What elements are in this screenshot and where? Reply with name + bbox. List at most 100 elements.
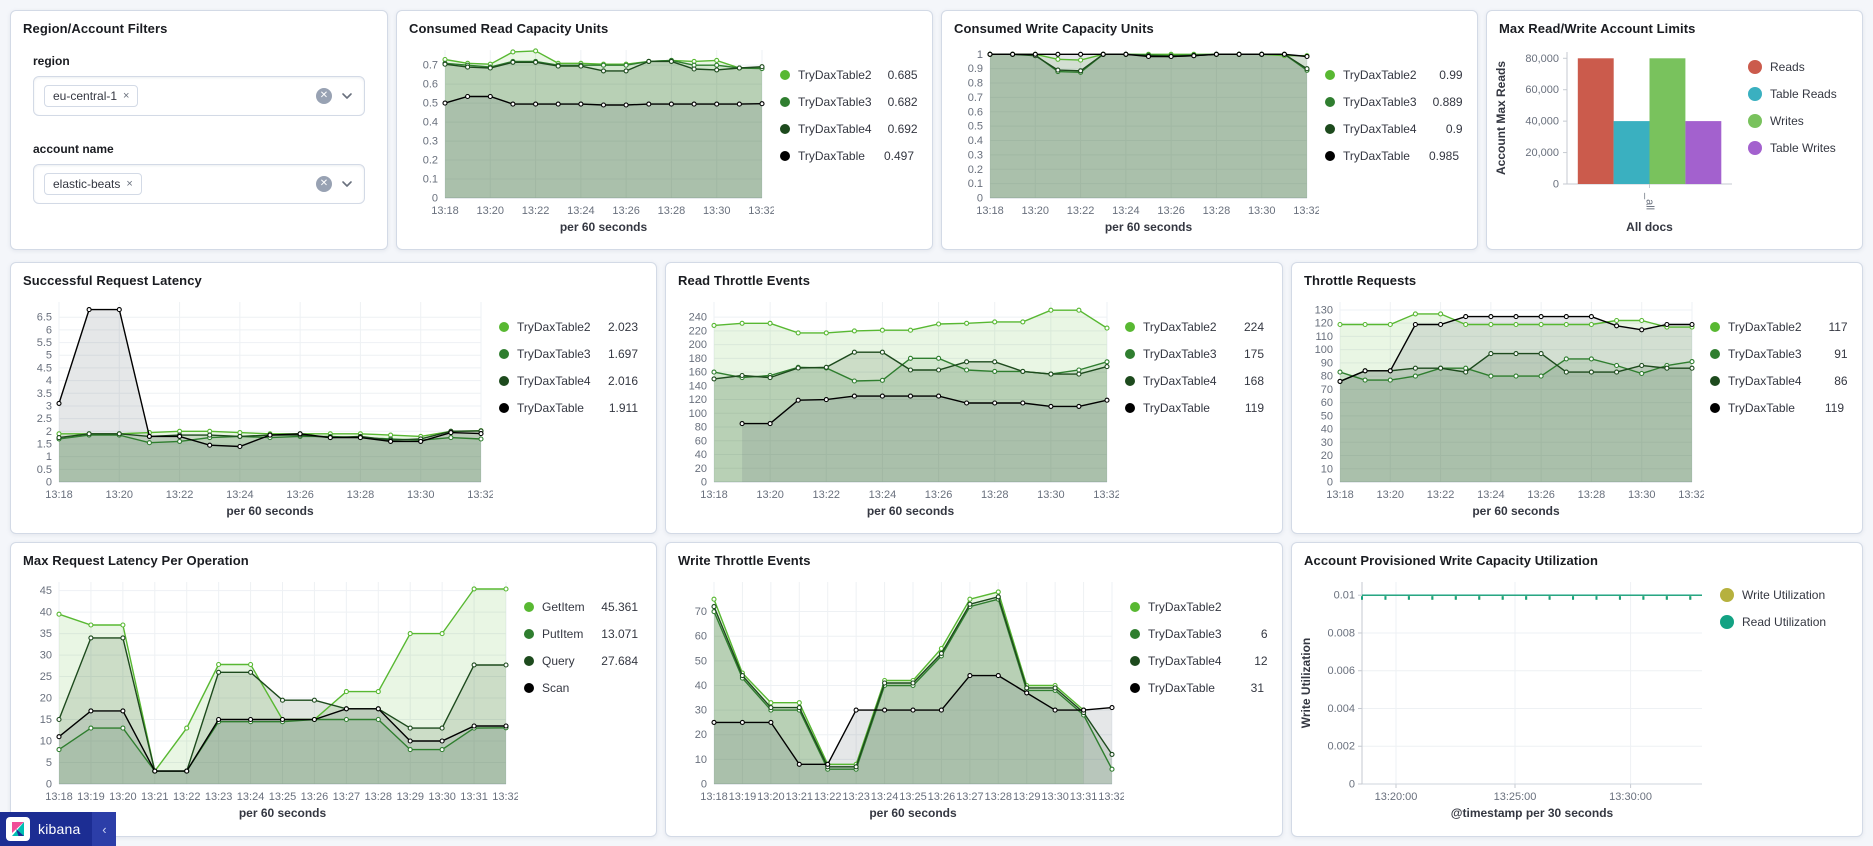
legend-item[interactable]: TryDaxTable 119 bbox=[1710, 401, 1844, 415]
legend-item[interactable]: Reads bbox=[1748, 60, 1844, 74]
legend-series-value: 2.016 bbox=[607, 374, 638, 388]
legend-item[interactable]: TryDaxTable 119 bbox=[1125, 401, 1264, 415]
legend-series-label: TryDaxTable bbox=[1728, 401, 1795, 415]
write-capacity-utilization-chart[interactable]: 0 0.002 0.004 0.006 0.008 0.01 13:20:00 13:25:0… bbox=[1296, 570, 1714, 822]
chip-remove-icon[interactable]: × bbox=[123, 90, 130, 102]
legend-item[interactable]: TryDaxTable2 0.685 bbox=[780, 68, 918, 82]
chip-label: eu-central-1 bbox=[53, 89, 118, 103]
legend-item[interactable]: TryDaxTable 1.911 bbox=[499, 401, 638, 415]
legend-item[interactable]: Writes bbox=[1748, 114, 1844, 128]
svg-text:6: 6 bbox=[46, 324, 52, 336]
legend-item[interactable]: TryDaxTable 0.985 bbox=[1325, 149, 1459, 163]
svg-text:0.8: 0.8 bbox=[968, 78, 983, 90]
legend-series-dot bbox=[1325, 97, 1335, 107]
svg-text:130: 130 bbox=[1315, 304, 1333, 316]
write-throttle-events-chart[interactable]: 0 10 20 30 40 50 60 70 13:18 13:19 13:20 13:21 13:22… bbox=[670, 570, 1126, 822]
legend-item[interactable]: TryDaxTable3 0.682 bbox=[780, 95, 918, 109]
svg-text:@timestamp per 30 seconds: @timestamp per 30 seconds bbox=[1451, 806, 1614, 820]
svg-text:2: 2 bbox=[46, 426, 52, 438]
legend-item[interactable]: TryDaxTable3 0.889 bbox=[1325, 95, 1463, 109]
legend-series-label: Writes bbox=[1770, 114, 1804, 128]
svg-text:220: 220 bbox=[689, 325, 707, 337]
svg-text:15: 15 bbox=[40, 714, 52, 726]
svg-text:13:32: 13:32 bbox=[492, 791, 518, 803]
max-limits-bar-chart[interactable]: 0 20,000 40,000 60,000 80,000 _all Account Max… bbox=[1491, 38, 1742, 236]
legend-item[interactable]: TryDaxTable3 91 bbox=[1710, 347, 1848, 361]
svg-text:All docs: All docs bbox=[1626, 220, 1673, 234]
read-throttle-events-chart[interactable]: 0 20 40 60 80 100 120 140 160 180 200 220 240 13:18 13… bbox=[670, 290, 1121, 520]
legend-series-label: Write Utilization bbox=[1742, 588, 1826, 602]
svg-text:240: 240 bbox=[689, 312, 707, 324]
svg-text:13:20: 13:20 bbox=[757, 791, 785, 803]
legend-item[interactable]: Table Writes bbox=[1748, 141, 1844, 155]
consumed-read-capacity-chart[interactable]: 0 0.1 0.2 0.3 0.4 0.5 0.6 0.7 13:18 13:20 13:22 13:… bbox=[401, 38, 776, 236]
chart-legend: TryDaxTable2 117 TryDaxTable3 91 TryDaxTable… bbox=[1704, 290, 1854, 520]
consumed-write-capacity-chart[interactable]: 0 0.1 0.2 0.3 0.4 0.5 0.6 0.7 0.8 0.9 1 13:18 13:20 1… bbox=[946, 38, 1321, 236]
legend-item[interactable]: TryDaxTable2 2.023 bbox=[499, 320, 638, 334]
legend-item[interactable]: Read Utilization bbox=[1720, 615, 1844, 629]
svg-text:40: 40 bbox=[1321, 424, 1333, 436]
filter-chip-region[interactable]: eu-central-1 × bbox=[44, 85, 139, 107]
legend-item[interactable]: TryDaxTable4 86 bbox=[1710, 374, 1848, 388]
legend-item[interactable]: TryDaxTable4 2.016 bbox=[499, 374, 638, 388]
svg-text:13:30: 13:30 bbox=[703, 205, 731, 217]
svg-text:3.5: 3.5 bbox=[37, 388, 52, 400]
legend-item[interactable]: TryDaxTable4 12 bbox=[1130, 654, 1268, 668]
legend-item[interactable]: TryDaxTable3 6 bbox=[1130, 627, 1268, 641]
legend-item[interactable]: TryDaxTable2 bbox=[1130, 600, 1264, 614]
throttle-requests-chart[interactable]: 0 10 20 30 40 50 60 70 80 90 100 110 120 130 13:18 13:2… bbox=[1296, 290, 1706, 520]
legend-item[interactable]: Query 27.684 bbox=[524, 654, 638, 668]
legend-item[interactable]: Table Reads bbox=[1748, 87, 1844, 101]
legend-item[interactable]: TryDaxTable2 224 bbox=[1125, 320, 1264, 334]
legend-series-value: 175 bbox=[1243, 347, 1264, 361]
svg-text:0.002: 0.002 bbox=[1327, 741, 1355, 753]
chart-legend: TryDaxTable2 224 TryDaxTable3 175 TryDaxTabl… bbox=[1119, 290, 1274, 520]
filter-label-region: region bbox=[33, 54, 70, 68]
region-combobox[interactable]: eu-central-1 × ✕ bbox=[33, 76, 365, 116]
clear-selection-button[interactable]: ✕ bbox=[316, 88, 332, 104]
clear-selection-button[interactable]: ✕ bbox=[316, 176, 332, 192]
legend-item[interactable]: TryDaxTable2 0.99 bbox=[1325, 68, 1463, 82]
legend-item[interactable]: Write Utilization bbox=[1720, 588, 1844, 602]
legend-item[interactable]: TryDaxTable 0.497 bbox=[780, 149, 914, 163]
svg-text:80,000: 80,000 bbox=[1525, 53, 1559, 65]
chevron-down-icon[interactable] bbox=[340, 89, 354, 103]
legend-series-dot bbox=[524, 656, 534, 666]
legend-item[interactable]: TryDaxTable2 117 bbox=[1710, 320, 1848, 334]
legend-item[interactable]: TryDaxTable4 0.9 bbox=[1325, 122, 1463, 136]
legend-item[interactable]: TryDaxTable4 0.692 bbox=[780, 122, 918, 136]
chart-legend: GetItem 45.361 PutItem 13.071 Query 27.684 Sca… bbox=[518, 570, 648, 822]
legend-item[interactable]: GetItem 45.361 bbox=[524, 600, 638, 614]
svg-text:1.5: 1.5 bbox=[37, 438, 52, 450]
svg-text:2.5: 2.5 bbox=[37, 413, 52, 425]
legend-series-dot bbox=[1325, 124, 1335, 134]
chart-legend: Reads Table Reads Writes Table Writes bbox=[1742, 38, 1854, 236]
svg-text:0: 0 bbox=[1553, 179, 1559, 191]
svg-text:13:32: 13:32 bbox=[1293, 205, 1319, 217]
chevron-down-icon[interactable] bbox=[340, 177, 354, 191]
svg-text:13:25: 13:25 bbox=[269, 791, 297, 803]
legend-item[interactable]: Scan bbox=[524, 681, 638, 695]
max-request-latency-chart[interactable]: 0 5 10 15 20 25 30 35 40 45 13:18 13:19 13:20 13:21 13… bbox=[15, 570, 520, 822]
svg-text:per 60 seconds: per 60 seconds bbox=[1472, 504, 1560, 518]
legend-item[interactable]: TryDaxTable4 168 bbox=[1125, 374, 1264, 388]
panel-read-throttle-events: Read Throttle Events 0 20 40 60 80 100 120 140 1… bbox=[665, 262, 1283, 534]
svg-text:13:20:00: 13:20:00 bbox=[1375, 791, 1418, 803]
legend-item[interactable]: TryDaxTable 31 bbox=[1130, 681, 1264, 695]
legend-item[interactable]: TryDaxTable3 175 bbox=[1125, 347, 1264, 361]
svg-text:90: 90 bbox=[1321, 357, 1333, 369]
legend-item[interactable]: TryDaxTable3 1.697 bbox=[499, 347, 638, 361]
account-name-combobox[interactable]: elastic-beats × ✕ bbox=[33, 164, 365, 204]
filter-chip-account-name[interactable]: elastic-beats × bbox=[44, 173, 142, 195]
chip-remove-icon[interactable]: × bbox=[126, 178, 133, 190]
legend-series-label: TryDaxTable2 bbox=[1148, 600, 1222, 614]
svg-text:Write Utilization: Write Utilization bbox=[1299, 638, 1313, 728]
legend-series-dot bbox=[780, 97, 790, 107]
panel-throttle-requests: Throttle Requests 0 10 20 30 40 50 60 70 80 90 100… bbox=[1291, 262, 1863, 534]
panel-title: Account Provisioned Write Capacity Utili… bbox=[1304, 553, 1599, 568]
legend-series-label: TryDaxTable2 bbox=[517, 320, 591, 334]
legend-item[interactable]: PutItem 13.071 bbox=[524, 627, 638, 641]
collapse-nav-button[interactable]: ‹ bbox=[92, 812, 117, 846]
svg-text:20,000: 20,000 bbox=[1525, 147, 1559, 159]
successful-request-latency-chart[interactable]: 0 0.5 1 1.5 2 2.5 3 3.5 4 4.5 5 5.5 6 6.5 13:18 13:20 13… bbox=[15, 290, 495, 520]
